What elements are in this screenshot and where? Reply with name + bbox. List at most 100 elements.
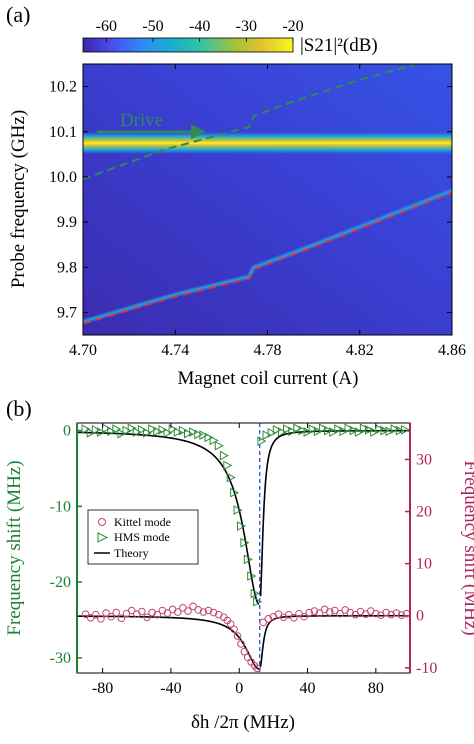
- heatmap-x-tick-label: 4.86: [438, 342, 466, 359]
- hms-data-point: [122, 425, 132, 436]
- hms-data-point: [354, 427, 364, 437]
- lower-mode-core: [83, 189, 452, 323]
- hms-data-point: [199, 430, 209, 440]
- heatmap-y-tick-label: 9.7: [57, 304, 77, 321]
- hms-data-point: [308, 424, 318, 434]
- heatmap-plot-area: Drive: [83, 64, 452, 335]
- legend-kittel-marker: [98, 518, 106, 526]
- hms-data-point: [117, 428, 127, 439]
- heatmap-background: [83, 64, 452, 335]
- kittel-data-point: [259, 618, 267, 627]
- kittel-data-point: [143, 613, 151, 622]
- kittel-data-point: [250, 661, 259, 670]
- kittel-data-point: [237, 640, 245, 648]
- shift-x-tick-label: 40: [300, 680, 316, 697]
- hms-data-point: [209, 435, 219, 446]
- hms-data-point: [277, 427, 287, 437]
- legend-kittel-label: Kittel mode: [114, 515, 171, 529]
- hms-data-point: [81, 424, 91, 434]
- kittel-data-point: [148, 608, 156, 617]
- hms-data-point: [365, 424, 375, 435]
- panel-a-label: (a): [6, 2, 30, 27]
- hms-data-point: [262, 430, 272, 440]
- shift-left-y-tick-label: -20: [50, 574, 71, 591]
- hms-data-point: [184, 428, 194, 439]
- kittel-data-point: [300, 612, 308, 621]
- kittel-data-point: [107, 612, 115, 621]
- hms-data-point: [370, 427, 380, 437]
- hms-data-point: [385, 426, 395, 437]
- hms-data-point: [400, 424, 410, 435]
- kittel-data-point: [112, 608, 121, 617]
- kittel-data-point: [81, 610, 90, 618]
- heatmap-y-tick-label: 10.2: [49, 79, 77, 96]
- kittel-data-point: [194, 606, 203, 614]
- kittel-data-point: [91, 610, 100, 619]
- heatmap-axes: 4.70 4.74 4.78 4.82 4.86 9.7 9.8 9.9 10.0 10.1 10.…: [49, 64, 466, 359]
- hms-data-point: [303, 427, 313, 437]
- hms-theory-curve-right: [259, 429, 410, 597]
- hms-data-point: [272, 424, 282, 435]
- hms-data-point: [153, 426, 163, 437]
- shift-x-tick-label: -40: [160, 680, 181, 697]
- legend-hms-label: HMS mode: [114, 530, 170, 544]
- kittel-data-point: [325, 608, 334, 616]
- hms-data-point: [243, 554, 253, 565]
- heatmap-x-tick-label: 4.78: [254, 342, 282, 359]
- panel-b-label: (b): [6, 396, 32, 421]
- kittel-data-point: [97, 615, 105, 623]
- hms-data-point: [112, 424, 122, 434]
- hms-data-point: [359, 423, 369, 434]
- heatmap-y-tick-label: 10.1: [49, 124, 77, 141]
- hms-data-point: [293, 423, 303, 434]
- kittel-data-point: [189, 602, 197, 611]
- kittel-data-point: [184, 607, 192, 615]
- kittel-data-point: [127, 606, 136, 615]
- kittel-data-point: [392, 609, 401, 617]
- kittel-data-point: [253, 664, 261, 673]
- colorbar-tick-label: -50: [142, 18, 163, 35]
- kittel-data-point: [204, 606, 213, 615]
- hms-data-point: [204, 432, 214, 443]
- hms-data-point: [137, 424, 147, 435]
- hms-data-point: [318, 423, 328, 434]
- colorbar-tick-label: -60: [96, 18, 117, 35]
- hms-data-point: [158, 424, 168, 435]
- hms-data-point: [395, 425, 405, 436]
- shift-left-y-tick-label: 0: [63, 423, 71, 440]
- hms-data-point: [102, 423, 112, 434]
- hms-data-point: [390, 424, 400, 434]
- hms-data-point: [267, 428, 277, 438]
- heatmap-x-tick-label: 4.82: [346, 342, 374, 359]
- kittel-theory-curve-left: [77, 615, 260, 670]
- shift-x-axis-label: δh /2π (MHz): [191, 712, 295, 733]
- hms-data-point: [236, 521, 247, 531]
- kittel-data-point: [226, 620, 235, 628]
- colorbar-tick-label: -30: [236, 18, 257, 35]
- colorbar-tick-label: -40: [189, 18, 210, 35]
- hms-data-point: [91, 424, 101, 435]
- hms-data-point: [324, 425, 334, 436]
- hms-data-point: [223, 460, 233, 471]
- hms-data-point: [339, 426, 349, 437]
- shift-x-tick-label: 80: [368, 680, 384, 697]
- shift-left-y-tick-label: -30: [50, 650, 71, 667]
- kittel-data-point: [153, 610, 162, 619]
- hms-data-point: [344, 423, 354, 434]
- hms-data-point: [288, 426, 298, 437]
- kittel-data-point: [240, 647, 249, 656]
- hms-data-point: [143, 428, 153, 438]
- shift-right-y-tick-label: 30: [416, 451, 432, 468]
- hms-data-point: [233, 505, 243, 515]
- kittel-data-point: [315, 609, 324, 617]
- kittel-data-point: [230, 625, 238, 634]
- kittel-data-point: [233, 632, 242, 640]
- legend: Kittel mode HMS mode Theory: [87, 509, 199, 565]
- shift-x-tick-label: 0: [235, 680, 243, 697]
- shift-left-y-tick-label: -10: [50, 498, 71, 515]
- kittel-data-point: [290, 613, 298, 622]
- lower-dashed-line: [83, 191, 452, 325]
- heatmap-y-tick-label: 9.9: [57, 214, 77, 231]
- shift-right-y-tick-label: 10: [416, 556, 432, 573]
- shift-right-y-tick-label: -10: [416, 660, 437, 677]
